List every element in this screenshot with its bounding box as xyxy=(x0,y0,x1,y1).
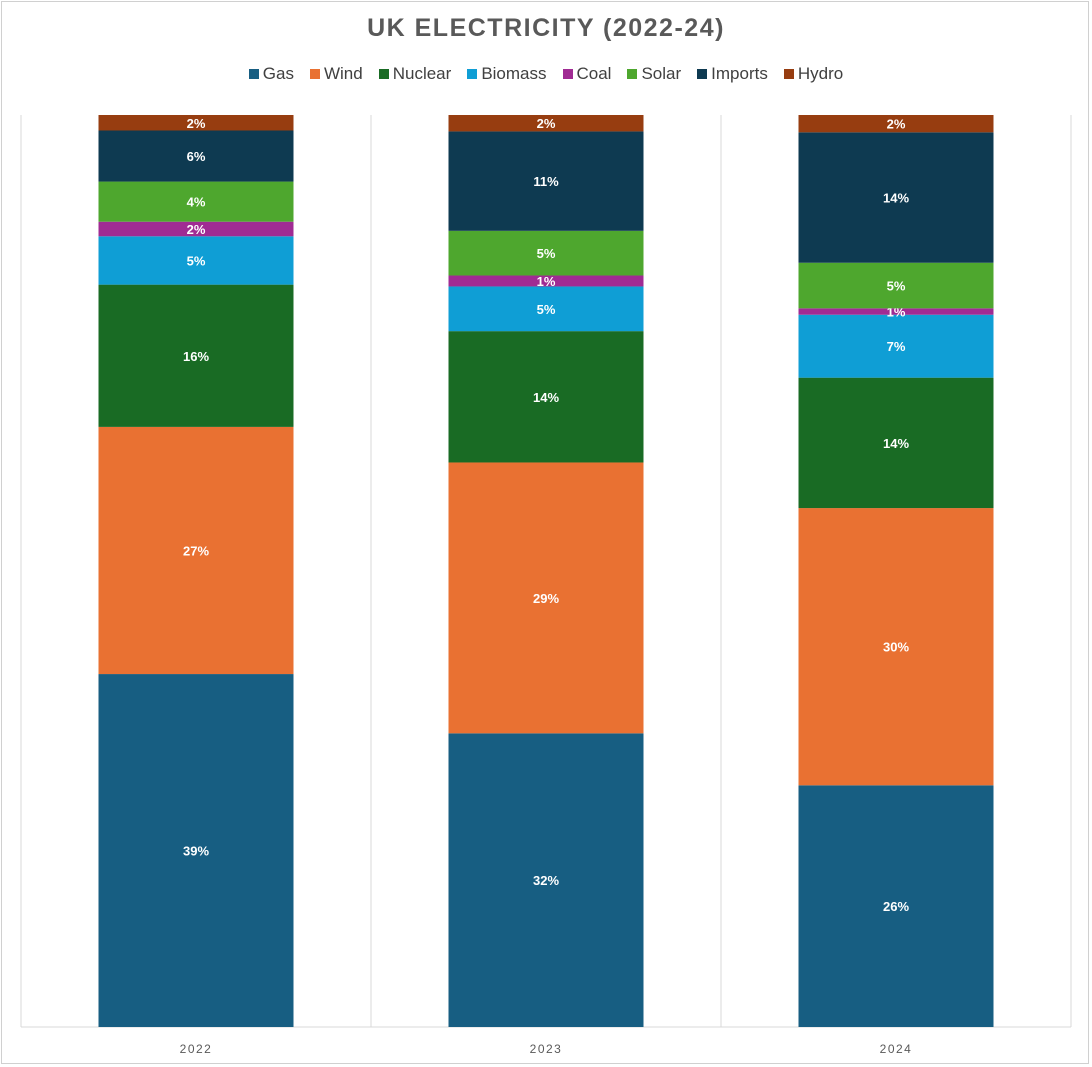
bar-segment-gas-2023 xyxy=(448,733,644,1027)
bar-segment-wind-2023 xyxy=(448,462,644,734)
bar-segment-nuclear-2023 xyxy=(448,331,644,463)
legend-item-gas: Gas xyxy=(248,64,294,84)
legend: Gas Wind Nuclear Biomass Coal Solar Imports Hyd… xyxy=(0,64,1092,84)
legend-label: Wind xyxy=(323,64,363,83)
data-label-gas-2022: 39% xyxy=(183,844,209,859)
x-tick-label: 2024 xyxy=(880,1042,913,1056)
legend-item-solar: Solar xyxy=(627,64,681,84)
data-label-biomass-2024: 7% xyxy=(887,339,906,354)
legend-item-biomass: Biomass xyxy=(467,64,547,84)
legend-item-wind: Wind xyxy=(309,64,363,84)
bar-segment-biomass-2023 xyxy=(448,286,644,332)
legend-item-coal: Coal xyxy=(562,64,612,84)
bar-segment-coal-2022 xyxy=(98,221,294,237)
bar-segment-solar-2023 xyxy=(448,230,644,276)
legend-label: Nuclear xyxy=(392,64,452,83)
legend-item-nuclear: Nuclear xyxy=(378,64,452,84)
bar-segment-biomass-2024 xyxy=(798,314,994,378)
data-label-hydro-2022: 2% xyxy=(187,116,206,131)
data-label-hydro-2024: 2% xyxy=(887,117,906,132)
bar-segment-solar-2024 xyxy=(798,262,994,309)
bar-segment-gas-2024 xyxy=(798,785,994,1027)
legend-swatch xyxy=(248,69,259,79)
bar-segment-imports-2022 xyxy=(98,130,294,182)
bar-segment-nuclear-2024 xyxy=(798,377,994,509)
data-label-coal-2022: 2% xyxy=(187,222,206,237)
data-label-nuclear-2024: 14% xyxy=(883,436,909,451)
legend-label: Gas xyxy=(262,64,294,83)
data-label-solar-2023: 5% xyxy=(537,246,556,261)
legend-item-hydro: Hydro xyxy=(783,64,844,84)
data-label-hydro-2023: 2% xyxy=(537,116,556,131)
chart-title: UK ELECTRICITY (2022-24) xyxy=(367,14,725,42)
legend-item-imports: Imports xyxy=(697,64,768,84)
bar-segment-biomass-2022 xyxy=(98,236,294,285)
legend-swatch xyxy=(378,69,389,79)
data-label-imports-2022: 6% xyxy=(187,149,206,164)
x-tick-label: 2023 xyxy=(530,1042,563,1056)
bar-segment-gas-2022 xyxy=(98,674,294,1027)
data-label-nuclear-2022: 16% xyxy=(183,349,209,364)
bar-segment-hydro-2024 xyxy=(798,115,994,133)
legend-swatch xyxy=(467,69,478,79)
data-label-wind-2023: 29% xyxy=(533,591,559,606)
data-label-solar-2024: 5% xyxy=(887,279,906,294)
bar-segment-wind-2024 xyxy=(798,508,994,786)
data-label-imports-2023: 11% xyxy=(533,174,559,189)
legend-label: Hydro xyxy=(797,64,844,83)
bar-segment-hydro-2022 xyxy=(98,115,294,131)
legend-swatch xyxy=(697,69,708,79)
legend-label: Coal xyxy=(576,64,612,83)
legend-label: Solar xyxy=(641,64,682,83)
data-label-gas-2023: 32% xyxy=(533,873,559,888)
x-tick-label: 2022 xyxy=(180,1042,213,1056)
bar-segment-coal-2023 xyxy=(448,275,644,287)
data-label-imports-2024: 14% xyxy=(883,191,909,206)
data-label-gas-2024: 26% xyxy=(883,899,909,914)
data-label-wind-2022: 27% xyxy=(183,543,209,558)
data-label-biomass-2022: 5% xyxy=(187,253,206,268)
legend-swatch xyxy=(309,69,320,79)
bar-segment-coal-2024 xyxy=(798,308,994,315)
legend-swatch xyxy=(627,69,638,79)
data-label-solar-2022: 4% xyxy=(187,195,206,210)
legend-label: Imports xyxy=(711,64,768,83)
data-label-biomass-2023: 5% xyxy=(537,302,556,317)
legend-label: Biomass xyxy=(481,64,547,83)
legend-swatch xyxy=(562,69,573,79)
data-label-nuclear-2023: 14% xyxy=(533,390,559,405)
bar-segment-solar-2022 xyxy=(98,181,294,222)
data-label-coal-2023: 1% xyxy=(537,274,556,289)
bar-segment-imports-2023 xyxy=(448,131,644,231)
bar-segment-hydro-2023 xyxy=(448,115,644,132)
bar-segment-imports-2024 xyxy=(798,132,994,263)
legend-swatch xyxy=(783,69,794,79)
bar-segment-wind-2022 xyxy=(98,426,294,675)
data-label-wind-2024: 30% xyxy=(883,640,909,655)
bar-segment-nuclear-2022 xyxy=(98,284,294,427)
